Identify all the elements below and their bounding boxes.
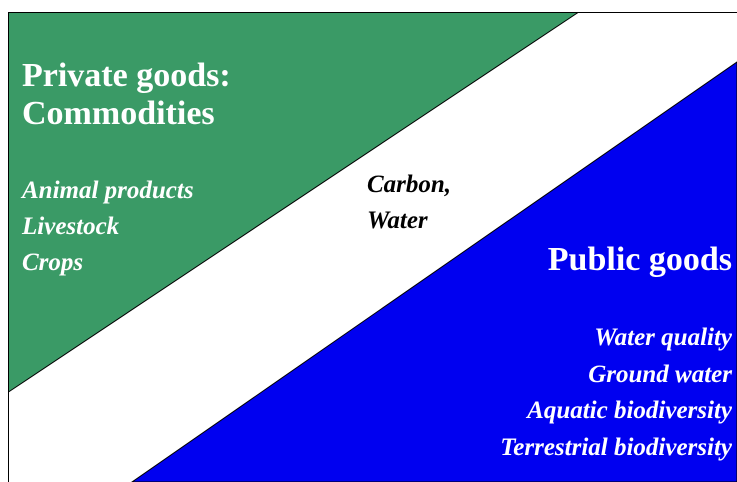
public-item: Water quality	[594, 324, 733, 351]
private-item: Crops	[22, 249, 83, 276]
public-item: Aquatic biodiversity	[525, 397, 733, 424]
private-title: Private goods:	[22, 57, 231, 94]
private-item: Livestock	[21, 213, 120, 240]
public-item: Ground water	[588, 361, 732, 388]
private-title: Commodities	[22, 95, 215, 132]
shared-item: Water	[367, 207, 428, 234]
public-region	[131, 61, 737, 482]
public-item: Terrestrial biodiversity	[500, 434, 733, 461]
private-item: Animal products	[20, 177, 194, 204]
private-region	[8, 12, 580, 393]
public-title: Public goods	[548, 241, 732, 278]
shared-item: Carbon,	[367, 171, 451, 198]
